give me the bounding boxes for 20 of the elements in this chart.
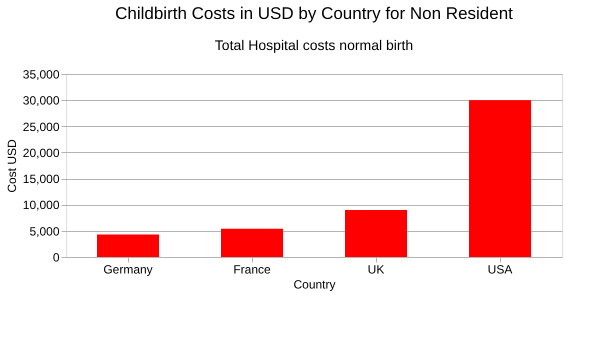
chart-title: Childbirth Costs in USD by Country for Non Resident xyxy=(115,4,514,23)
bar xyxy=(469,100,531,257)
y-tick-label: 20,000 xyxy=(22,146,60,160)
y-tick-label: 35,000 xyxy=(22,68,60,82)
y-tick-label: 0 xyxy=(52,250,60,264)
y-tick-label: 5,000 xyxy=(29,224,60,238)
y-tick-label: 15,000 xyxy=(22,172,60,186)
x-tick-label: France xyxy=(233,262,271,276)
y-tick-label: 30,000 xyxy=(22,94,60,108)
bar xyxy=(97,234,159,257)
y-tick-label: 25,000 xyxy=(22,120,60,134)
bar xyxy=(221,228,283,257)
x-tick-label: UK xyxy=(368,262,384,276)
x-axis-title: Country xyxy=(293,278,336,292)
chart-subtitle: Total Hospital costs normal birth xyxy=(214,37,414,53)
x-tick-label: USA xyxy=(488,262,512,276)
bar xyxy=(345,210,407,257)
y-tick-label: 10,000 xyxy=(22,198,60,212)
x-tick-label: Germany xyxy=(103,262,153,276)
y-axis-title: Cost USD xyxy=(4,138,19,193)
